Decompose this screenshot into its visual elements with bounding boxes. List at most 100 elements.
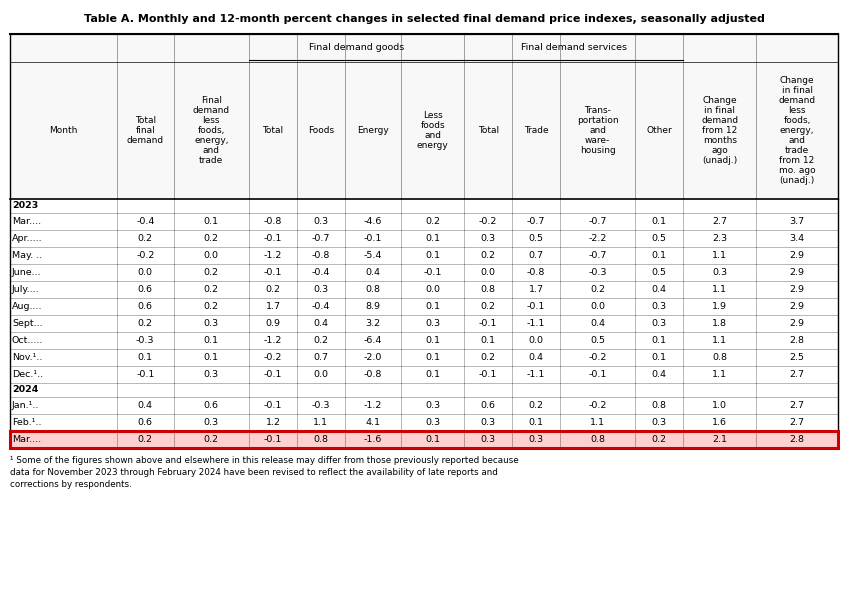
Text: 0.4: 0.4 xyxy=(652,285,667,294)
Text: 0.8: 0.8 xyxy=(313,435,328,444)
Text: 0.0: 0.0 xyxy=(528,336,544,345)
Text: 0.6: 0.6 xyxy=(137,285,153,294)
Text: Total: Total xyxy=(262,126,283,135)
Text: 0.1: 0.1 xyxy=(426,302,440,311)
Text: 2.9: 2.9 xyxy=(789,268,805,277)
Text: 0.4: 0.4 xyxy=(528,353,544,362)
Text: 3.7: 3.7 xyxy=(789,217,805,226)
Text: -1.6: -1.6 xyxy=(364,435,382,444)
Text: Final
demand
less
foods,
energy,
and
trade: Final demand less foods, energy, and tra… xyxy=(192,96,230,165)
Text: 0.2: 0.2 xyxy=(313,336,328,345)
Text: 0.3: 0.3 xyxy=(712,268,728,277)
Text: -0.2: -0.2 xyxy=(589,401,607,410)
Text: -0.2: -0.2 xyxy=(479,217,498,226)
Text: 0.6: 0.6 xyxy=(481,401,496,410)
Text: 2.9: 2.9 xyxy=(789,285,805,294)
Text: -4.6: -4.6 xyxy=(364,217,382,226)
Text: 0.4: 0.4 xyxy=(590,319,605,328)
Text: 0.8: 0.8 xyxy=(365,285,381,294)
Text: -0.1: -0.1 xyxy=(527,302,545,311)
Text: 0.5: 0.5 xyxy=(528,234,544,243)
Text: Trade: Trade xyxy=(524,126,549,135)
Text: -0.1: -0.1 xyxy=(264,370,282,379)
Text: 0.3: 0.3 xyxy=(425,418,440,427)
Text: -0.1: -0.1 xyxy=(364,234,382,243)
Text: Dec.¹..: Dec.¹.. xyxy=(12,370,43,379)
Text: 0.2: 0.2 xyxy=(481,302,496,311)
Text: 0.1: 0.1 xyxy=(426,336,440,345)
Text: 0.3: 0.3 xyxy=(204,370,219,379)
Text: 0.6: 0.6 xyxy=(137,302,153,311)
Text: 1.1: 1.1 xyxy=(712,336,728,345)
Text: June...: June... xyxy=(12,268,42,277)
Text: 0.2: 0.2 xyxy=(137,319,153,328)
Text: 0.0: 0.0 xyxy=(137,268,153,277)
Text: 0.1: 0.1 xyxy=(481,336,496,345)
Text: Trans-
portation
and
ware-
housing: Trans- portation and ware- housing xyxy=(577,106,618,155)
Text: Energy: Energy xyxy=(357,126,389,135)
Text: 0.3: 0.3 xyxy=(481,234,496,243)
Text: 0.2: 0.2 xyxy=(204,234,219,243)
Text: -0.1: -0.1 xyxy=(589,370,607,379)
Text: 2.3: 2.3 xyxy=(712,234,728,243)
Text: 1.2: 1.2 xyxy=(265,418,281,427)
Text: Table A. Monthly and 12-month percent changes in selected final demand price ind: Table A. Monthly and 12-month percent ch… xyxy=(84,14,764,24)
Text: 0.2: 0.2 xyxy=(481,353,496,362)
Bar xyxy=(10,34,838,199)
Text: -0.7: -0.7 xyxy=(589,217,607,226)
Text: -0.4: -0.4 xyxy=(136,217,154,226)
Text: 0.1: 0.1 xyxy=(426,370,440,379)
Text: -0.1: -0.1 xyxy=(479,319,498,328)
Text: -0.4: -0.4 xyxy=(311,268,330,277)
Text: 2.9: 2.9 xyxy=(789,319,805,328)
Text: 0.2: 0.2 xyxy=(204,268,219,277)
Text: 0.1: 0.1 xyxy=(652,217,667,226)
Text: -6.4: -6.4 xyxy=(364,336,382,345)
Text: 0.4: 0.4 xyxy=(313,319,328,328)
Text: -0.3: -0.3 xyxy=(589,268,607,277)
Text: 0.1: 0.1 xyxy=(652,353,667,362)
Text: -0.2: -0.2 xyxy=(136,251,154,260)
Text: 0.2: 0.2 xyxy=(265,285,281,294)
Text: 1.9: 1.9 xyxy=(712,302,728,311)
Text: -5.4: -5.4 xyxy=(364,251,382,260)
Text: 2024: 2024 xyxy=(12,385,38,395)
Text: 0.1: 0.1 xyxy=(137,353,153,362)
Text: -0.1: -0.1 xyxy=(264,234,282,243)
Text: 1.1: 1.1 xyxy=(712,251,728,260)
Text: Total: Total xyxy=(477,126,499,135)
Text: -0.1: -0.1 xyxy=(264,435,282,444)
Text: -1.2: -1.2 xyxy=(264,251,282,260)
Text: 2.1: 2.1 xyxy=(712,435,728,444)
Text: 0.1: 0.1 xyxy=(204,217,219,226)
Text: May. ..: May. .. xyxy=(12,251,42,260)
Text: -0.3: -0.3 xyxy=(136,336,154,345)
Text: -0.2: -0.2 xyxy=(589,353,607,362)
Text: -0.2: -0.2 xyxy=(264,353,282,362)
Text: -0.3: -0.3 xyxy=(311,401,330,410)
Text: 0.3: 0.3 xyxy=(528,435,544,444)
Text: 2.9: 2.9 xyxy=(789,302,805,311)
Text: 2.7: 2.7 xyxy=(789,401,805,410)
Text: Mar....: Mar.... xyxy=(12,435,41,444)
Bar xyxy=(10,431,838,448)
Text: 1.7: 1.7 xyxy=(528,285,544,294)
Text: Final demand goods: Final demand goods xyxy=(309,44,404,53)
Text: Change
in final
demand
from 12
months
ago
(unadj.): Change in final demand from 12 months ag… xyxy=(701,96,739,165)
Text: -0.1: -0.1 xyxy=(264,401,282,410)
Text: 1.0: 1.0 xyxy=(712,401,728,410)
Text: 0.4: 0.4 xyxy=(652,370,667,379)
Text: -1.2: -1.2 xyxy=(264,336,282,345)
Text: Change
in final
demand
less
foods,
energy,
and
trade
from 12
mo. ago
(unadj.): Change in final demand less foods, energ… xyxy=(778,76,816,185)
Text: 0.3: 0.3 xyxy=(313,285,328,294)
Text: 2.7: 2.7 xyxy=(789,370,805,379)
Text: -0.8: -0.8 xyxy=(264,217,282,226)
Text: 0.9: 0.9 xyxy=(265,319,281,328)
Text: -0.7: -0.7 xyxy=(311,234,330,243)
Text: 0.1: 0.1 xyxy=(426,234,440,243)
Text: 0.2: 0.2 xyxy=(204,302,219,311)
Text: 0.0: 0.0 xyxy=(481,268,496,277)
Text: 0.1: 0.1 xyxy=(426,435,440,444)
Text: -0.1: -0.1 xyxy=(479,370,498,379)
Text: Final demand services: Final demand services xyxy=(521,44,627,53)
